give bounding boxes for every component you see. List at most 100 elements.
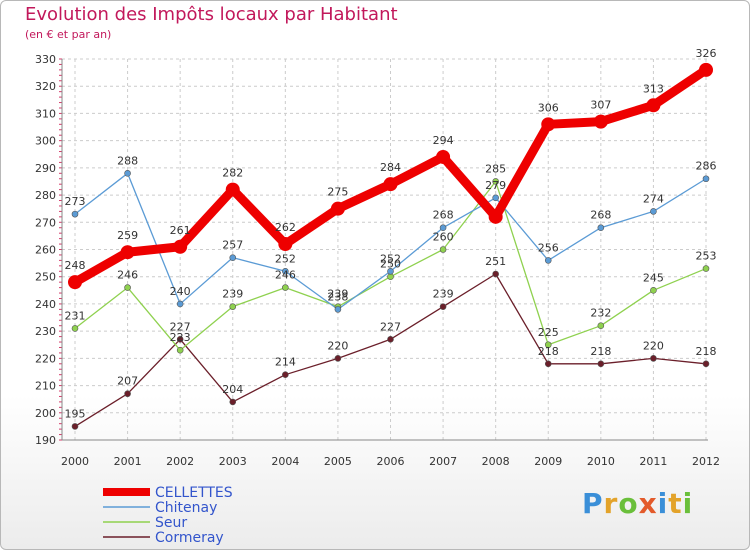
data-label: 220 — [327, 339, 348, 352]
x-tick-label: 2000 — [61, 455, 89, 468]
data-label: 260 — [433, 231, 454, 244]
logo-letter: o — [618, 487, 639, 520]
data-label: 326 — [696, 47, 717, 60]
data-label: 214 — [275, 356, 296, 369]
legend-label-seur: Seur — [155, 515, 187, 531]
data-label: 268 — [433, 209, 454, 222]
data-point-cellettes — [120, 245, 135, 260]
data-point-cellettes — [278, 237, 293, 252]
x-tick-label: 2005 — [324, 455, 352, 468]
logo-letter: i — [682, 487, 694, 520]
y-tick-label: 330 — [35, 53, 56, 66]
data-label: 218 — [590, 345, 611, 358]
axes: 190 200 210 220 230 240 250 260 270 280 290 300 310 3… — [35, 53, 720, 468]
data-point-seur — [544, 341, 552, 349]
y-tick-label: 310 — [35, 107, 56, 120]
logo-letter: x — [638, 487, 658, 520]
data-point-chitenay — [176, 300, 184, 308]
y-tick-label: 250 — [35, 271, 56, 284]
series-points — [68, 62, 713, 430]
chart-title: Evolution des Impôts locaux par Habitant — [25, 4, 398, 25]
data-point-cellettes — [68, 275, 82, 290]
data-label: 251 — [485, 255, 506, 268]
data-label: 313 — [643, 82, 664, 95]
y-tick-label: 230 — [35, 325, 56, 338]
data-label: 284 — [380, 161, 401, 174]
x-tick-label: 2012 — [692, 455, 720, 468]
y-tick-label: 270 — [35, 216, 56, 229]
data-label: 245 — [643, 271, 664, 284]
data-point-cormeray — [544, 360, 552, 368]
chart-subtitle: (en € et par an) — [25, 28, 112, 41]
y-tick-label: 240 — [35, 298, 56, 311]
data-label: 246 — [117, 269, 138, 282]
data-point-cormeray — [124, 390, 131, 398]
data-label: 273 — [65, 195, 86, 208]
y-tick-label: 210 — [35, 380, 56, 393]
y-tick-label: 260 — [35, 244, 56, 257]
data-point-cellettes — [436, 149, 451, 164]
y-tick-label: 320 — [35, 80, 56, 93]
data-point-cellettes — [699, 62, 713, 77]
data-point-cormeray — [650, 355, 657, 362]
data-label: 275 — [327, 186, 348, 199]
data-point-seur — [597, 322, 605, 330]
data-label: 256 — [538, 241, 559, 254]
data-label: 294 — [433, 134, 454, 147]
data-label: 253 — [696, 250, 717, 263]
data-label: 227 — [380, 320, 401, 333]
data-label: 239 — [222, 288, 243, 301]
data-label: 285 — [485, 162, 506, 175]
x-tick-label: 2010 — [587, 455, 615, 468]
data-point-cormeray — [387, 336, 394, 343]
proxiti-logo: Proxiti — [582, 487, 693, 520]
data-label: 246 — [275, 269, 296, 282]
x-tick-label: 2011 — [639, 455, 667, 468]
data-label: 218 — [538, 345, 559, 358]
data-point-cellettes — [593, 114, 608, 129]
data-point-cellettes — [646, 98, 661, 113]
data-point-seur — [229, 303, 237, 310]
y-tick-label: 300 — [35, 135, 56, 148]
data-point-cormeray — [229, 398, 237, 406]
data-point-cellettes — [541, 117, 556, 132]
y-tick-label: 200 — [35, 407, 56, 420]
legend-label-cellettes: CELLETTES — [155, 485, 233, 501]
data-point-chitenay — [71, 210, 79, 218]
logo-letter: r — [603, 487, 619, 520]
data-label: 232 — [590, 307, 611, 320]
data-label: 268 — [590, 209, 611, 222]
data-label: 279 — [485, 179, 506, 192]
x-tick-label: 2004 — [271, 455, 299, 468]
data-label: 286 — [696, 160, 717, 173]
data-label: 262 — [275, 221, 296, 234]
data-point-cormeray — [597, 360, 605, 368]
data-label: 204 — [222, 383, 243, 396]
data-point-seur — [124, 284, 131, 291]
data-point-chitenay — [544, 257, 552, 264]
data-point-cellettes — [173, 239, 188, 254]
legend-label-cormeray: Cormeray — [155, 530, 224, 546]
data-point-cormeray — [702, 360, 710, 368]
data-label: 282 — [222, 167, 243, 180]
data-label: 225 — [538, 326, 559, 339]
x-tick-label: 2007 — [429, 455, 457, 468]
data-point-seur — [176, 346, 184, 354]
data-label: 220 — [643, 339, 664, 352]
data-label: 223 — [170, 331, 191, 344]
data-point-cellettes — [330, 201, 345, 216]
data-point-seur — [650, 287, 657, 294]
data-point-cellettes — [383, 177, 398, 192]
data-label: 261 — [170, 224, 191, 237]
data-label: 252 — [380, 252, 401, 265]
logo-letter: t — [668, 487, 683, 520]
logo-letter: P — [582, 487, 604, 520]
data-label: 306 — [538, 101, 559, 114]
data-point-seur — [71, 325, 79, 332]
data-point-cormeray — [282, 371, 289, 378]
x-tick-label: 2002 — [166, 455, 194, 468]
data-point-chitenay — [439, 224, 447, 232]
data-point-seur — [387, 273, 394, 281]
